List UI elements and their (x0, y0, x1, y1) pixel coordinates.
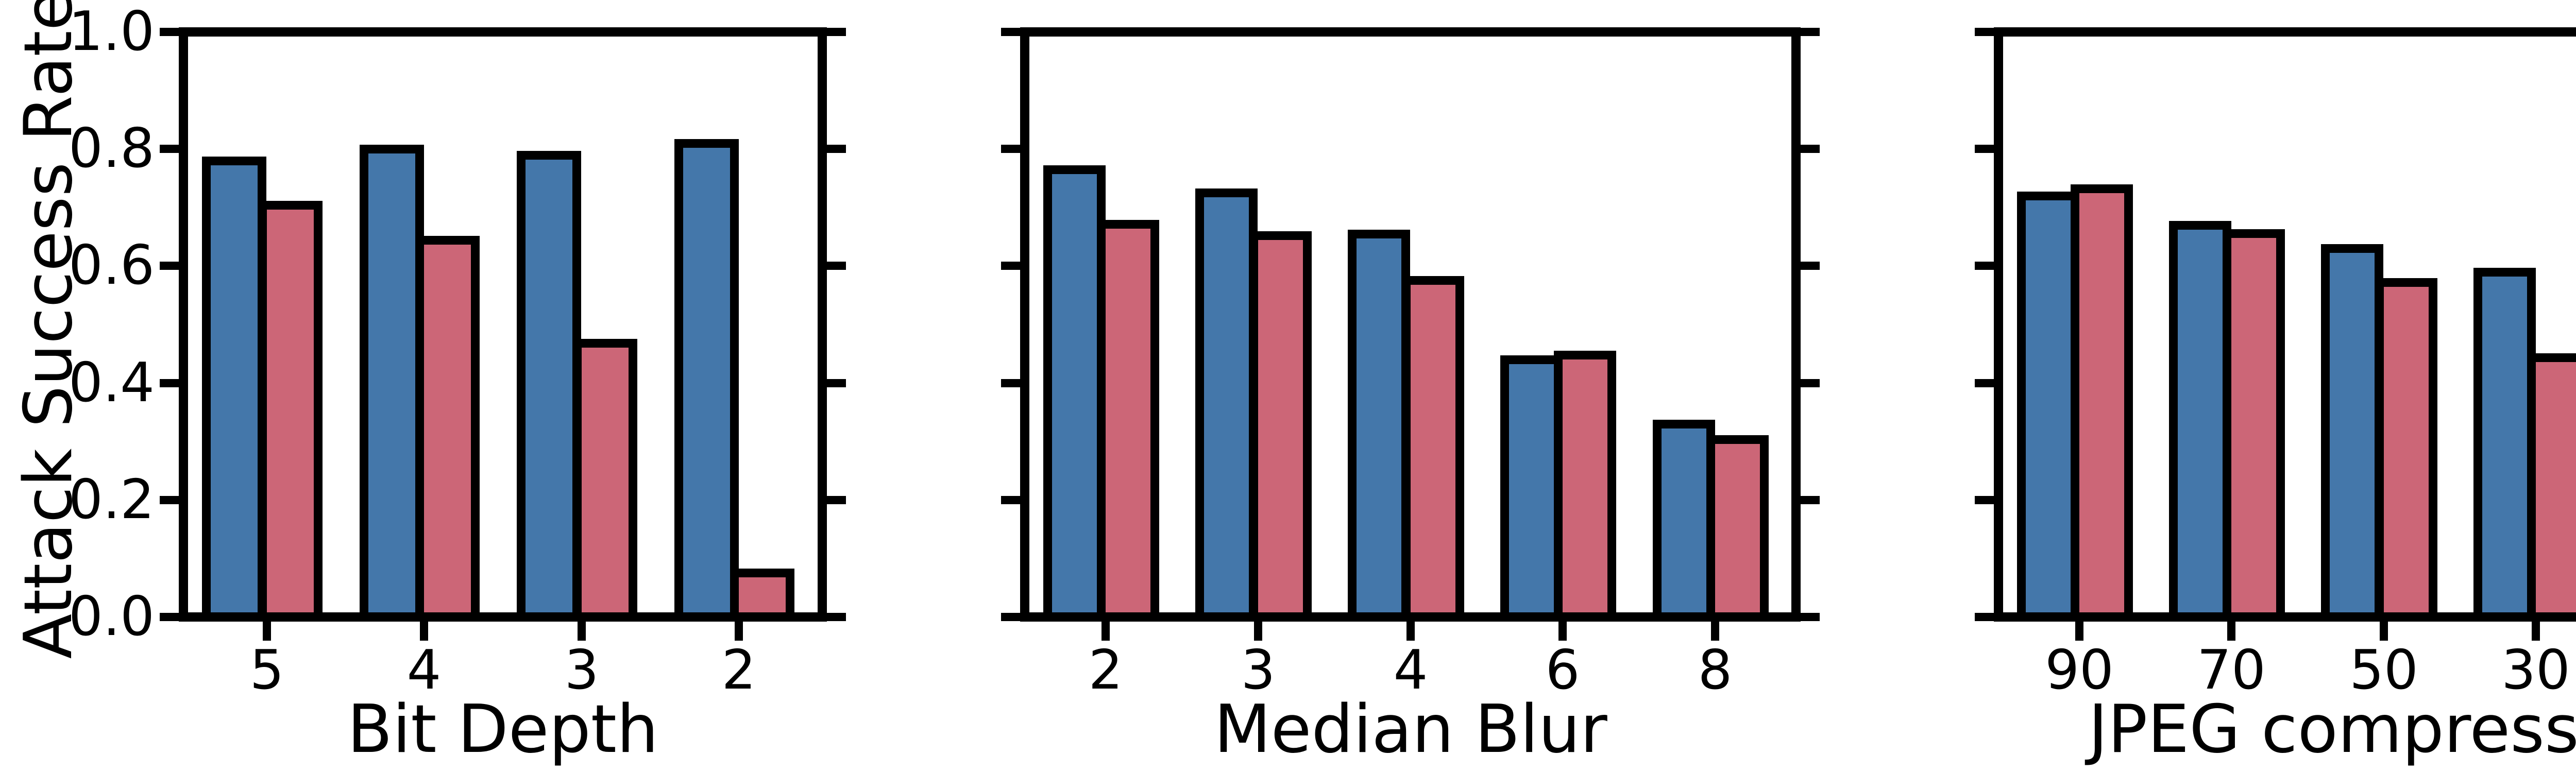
y-tick-label-left-1-0: 1.0 (69, 0, 155, 63)
y-tick (1801, 613, 1820, 621)
x-tick (1711, 622, 1719, 641)
x-tick-label-5: 5 (249, 639, 284, 701)
y-tick (160, 145, 179, 153)
panel-median-blur (1020, 27, 1801, 622)
bar-asr-70 (2169, 221, 2231, 622)
x-tick (2227, 622, 2235, 641)
panel-jpeg-compression (1994, 27, 2576, 622)
panel-bit-depth (179, 27, 827, 622)
bar-asr-2 (674, 139, 739, 622)
y-tick (160, 28, 179, 36)
y-tick (827, 28, 846, 36)
y-tick-label-left-0-4: 0.4 (69, 351, 155, 414)
bar-asr-30 (2473, 268, 2536, 622)
y-tick (1801, 379, 1820, 387)
y-tick (827, 145, 846, 153)
y-tick (160, 613, 179, 621)
x-tick-label-2: 2 (721, 639, 756, 701)
y-tick (827, 379, 846, 387)
bar-map-90 (2071, 184, 2133, 622)
x-tick-label-30: 30 (2501, 639, 2570, 701)
y-tick (1975, 613, 1994, 621)
bar-map-2 (1097, 220, 1159, 622)
x-tick (420, 622, 428, 641)
x-tick-label-4: 4 (406, 639, 442, 701)
y-tick (160, 262, 179, 270)
y-tick (827, 262, 846, 270)
x-tick-label-8: 8 (1698, 639, 1733, 701)
bar-map-5 (258, 201, 323, 622)
bar-map-4 (415, 236, 480, 622)
y-tick-label-left-0-6: 0.6 (69, 234, 155, 297)
y-tick (1001, 496, 1020, 504)
x-tick (1406, 622, 1415, 641)
y-tick (1001, 145, 1020, 153)
bar-map-3 (1249, 231, 1312, 622)
y-tick (160, 379, 179, 387)
y-tick (827, 496, 846, 504)
x-tick-label-70: 70 (2197, 639, 2266, 701)
y-tick (1001, 379, 1020, 387)
x-tick (263, 622, 271, 641)
x-tick-label-3: 3 (564, 639, 599, 701)
bar-map-4 (1402, 276, 1464, 622)
x-tick (2380, 622, 2388, 641)
y-tick-label-left-0-0: 0.0 (69, 585, 155, 648)
x-tick-label-90: 90 (2045, 639, 2114, 701)
bar-map-3 (573, 339, 637, 622)
x-tick-label-50: 50 (2349, 639, 2418, 701)
y-tick (1001, 613, 1020, 621)
y-tick (1001, 262, 1020, 270)
y-tick (1975, 262, 1994, 270)
x-tick (1558, 622, 1567, 641)
y-tick (1001, 28, 1020, 36)
bar-map-50 (2375, 278, 2437, 622)
x-tick-label-4: 4 (1393, 639, 1428, 701)
x-axis-title-median-blur: Median Blur (1214, 691, 1607, 768)
x-tick-label-2: 2 (1088, 639, 1123, 701)
y-tick (1801, 28, 1820, 36)
y-tick (160, 496, 179, 504)
x-tick (578, 622, 586, 641)
y-tick (1801, 262, 1820, 270)
bar-map-8 (1706, 435, 1769, 622)
x-tick (735, 622, 743, 641)
y-tick (1975, 145, 1994, 153)
y-tick (1975, 496, 1994, 504)
x-tick (1254, 622, 1262, 641)
y-tick-label-left-0-2: 0.2 (69, 468, 155, 531)
x-axis-title-bit-depth: Bit Depth (347, 691, 659, 768)
x-tick (2075, 622, 2083, 641)
bar-map-70 (2223, 229, 2285, 622)
x-axis-title-jpeg-compression: JPEG compression (2088, 691, 2576, 768)
y-tick (1801, 145, 1820, 153)
y-tick-label-left-0-8: 0.8 (69, 117, 155, 180)
x-tick-label-6: 6 (1545, 639, 1580, 701)
y-tick (827, 613, 846, 621)
x-tick-label-3: 3 (1241, 639, 1276, 701)
bar-map-30 (2527, 353, 2576, 622)
x-tick (1101, 622, 1110, 641)
y-tick (1975, 28, 1994, 36)
y-tick (1801, 496, 1820, 504)
bar-asr-2 (1043, 165, 1106, 622)
bar-map-6 (1554, 351, 1616, 622)
y-axis-label-left: Attack Success Rate (10, 0, 87, 659)
y-tick (1975, 379, 1994, 387)
x-tick (2532, 622, 2540, 641)
